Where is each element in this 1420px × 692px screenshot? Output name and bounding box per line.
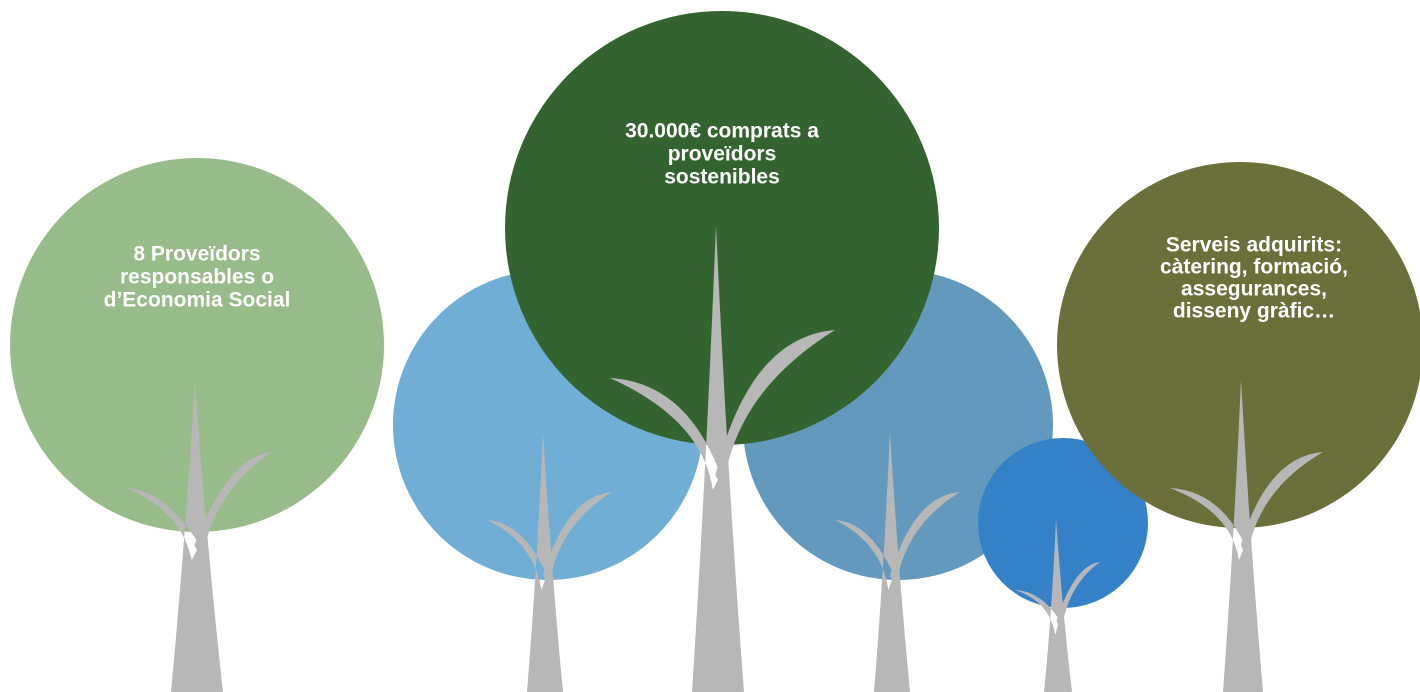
tree-crown: [1057, 162, 1420, 528]
tree-trunk: [610, 225, 835, 692]
caption-line: responsables o: [120, 266, 274, 289]
caption-line: sostenibles: [664, 166, 780, 189]
tree-trunk: [487, 432, 612, 692]
caption-line: 30.000€ comprats a: [625, 120, 819, 143]
caption-line: d’Economia Social: [104, 289, 291, 312]
tree-trunk: [1015, 520, 1100, 692]
caption-line: proveïdors: [668, 143, 777, 166]
caption-line: 8 Proveïdors: [133, 243, 260, 266]
caption-line: Serveis adquirits:: [1166, 234, 1342, 257]
caption-line: assegurances,: [1181, 278, 1327, 301]
tree-trunk: [835, 432, 960, 692]
caption-line: disseny gràfic…: [1173, 300, 1335, 323]
trunks: [127, 225, 1323, 692]
tree-crown: [978, 438, 1148, 608]
tree-crown: [10, 158, 384, 532]
caption-line: càtering, formació,: [1160, 256, 1348, 279]
tree-trunk: [127, 382, 272, 692]
tree-crown: [505, 11, 939, 445]
tree-trunk: [1170, 380, 1323, 692]
